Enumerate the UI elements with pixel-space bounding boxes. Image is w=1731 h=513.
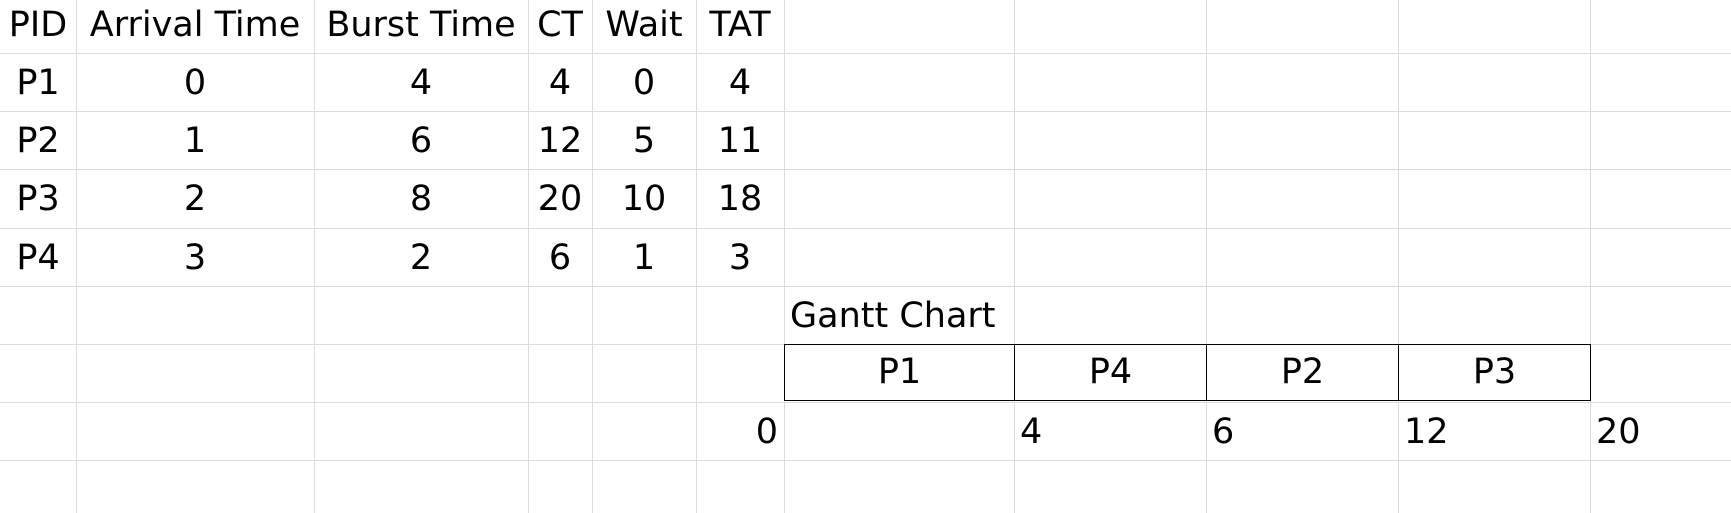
cell-ct[interactable]: 6 [548, 238, 572, 278]
gantt-block-p1[interactable]: P1 [784, 344, 1015, 401]
header-wait[interactable]: Wait [605, 5, 683, 45]
header-burst-time[interactable]: Burst Time [326, 5, 516, 45]
cell-ct[interactable]: 4 [548, 63, 572, 103]
column-divider [76, 0, 77, 513]
cell-pid[interactable]: P2 [16, 121, 60, 161]
cell-wait[interactable]: 0 [632, 63, 656, 103]
cell-tat[interactable]: 18 [717, 179, 763, 219]
gantt-block-p2[interactable]: P2 [1206, 344, 1399, 401]
column-divider [592, 0, 593, 513]
column-divider [1206, 0, 1207, 513]
row-divider [0, 53, 1731, 54]
cell-wait[interactable]: 1 [632, 238, 656, 278]
gantt-block-p3[interactable]: P3 [1398, 344, 1591, 401]
cell-tat[interactable]: 4 [728, 63, 752, 103]
gantt-block-p4[interactable]: P4 [1014, 344, 1207, 401]
header-tat[interactable]: TAT [709, 5, 771, 45]
cell-arrival-time[interactable]: 1 [183, 121, 207, 161]
header-ct[interactable]: CT [537, 5, 583, 45]
cell-wait[interactable]: 5 [632, 121, 656, 161]
cell-tat[interactable]: 11 [717, 121, 763, 161]
row-divider [0, 169, 1731, 170]
row-divider [0, 228, 1731, 229]
cell-burst-time[interactable]: 6 [409, 121, 433, 161]
cell-arrival-time[interactable]: 0 [183, 63, 207, 103]
column-divider [1590, 0, 1591, 513]
cell-burst-time[interactable]: 2 [409, 238, 433, 278]
gantt-time-label[interactable]: 20 [1596, 412, 1641, 452]
row-divider [0, 402, 1731, 403]
column-divider [696, 0, 697, 513]
gantt-chart-title[interactable]: Gantt Chart [790, 296, 996, 336]
cell-burst-time[interactable]: 8 [409, 179, 433, 219]
gantt-time-label[interactable]: 12 [1404, 412, 1449, 452]
gantt-time-label[interactable]: 6 [1212, 412, 1235, 452]
gantt-time-label[interactable]: 4 [1020, 412, 1043, 452]
cell-pid[interactable]: P4 [16, 238, 60, 278]
header-pid[interactable]: PID [8, 5, 68, 45]
column-divider [1398, 0, 1399, 513]
cell-wait[interactable]: 10 [621, 179, 667, 219]
gantt-time-label[interactable]: 0 [755, 412, 778, 452]
cell-pid[interactable]: P3 [16, 179, 60, 219]
column-divider [784, 0, 785, 513]
cell-tat[interactable]: 3 [728, 238, 752, 278]
column-divider [314, 0, 315, 513]
cell-ct[interactable]: 12 [537, 121, 583, 161]
header-arrival-time[interactable]: Arrival Time [89, 5, 301, 45]
row-divider [0, 286, 1731, 287]
cell-arrival-time[interactable]: 3 [183, 238, 207, 278]
row-divider [0, 111, 1731, 112]
column-divider [528, 0, 529, 513]
cell-arrival-time[interactable]: 2 [183, 179, 207, 219]
column-divider [1014, 0, 1015, 513]
cell-ct[interactable]: 20 [537, 179, 583, 219]
cell-burst-time[interactable]: 4 [409, 63, 433, 103]
cell-pid[interactable]: P1 [16, 63, 60, 103]
row-divider [0, 460, 1731, 461]
